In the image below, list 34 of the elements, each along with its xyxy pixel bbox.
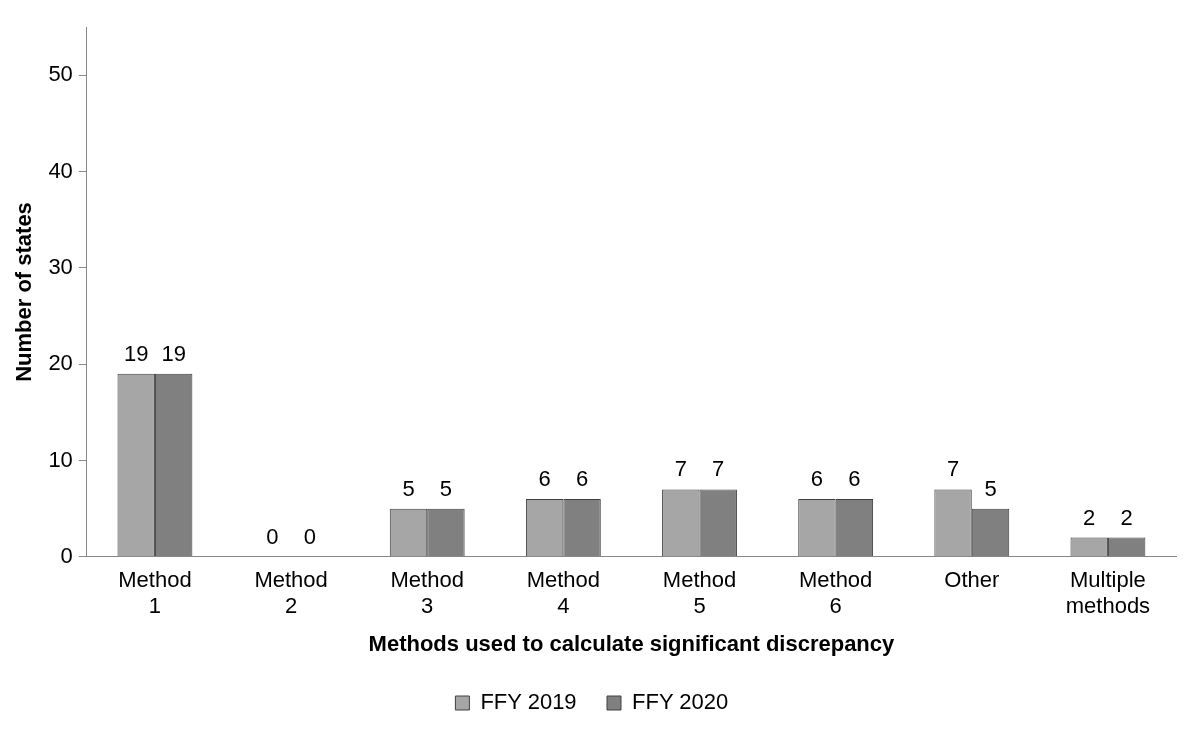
data-label: 6 [575,466,589,492]
x-axis-title: Methods used to calculate significant discrepancy [368,630,896,656]
data-label: 6 [848,466,861,492]
y-tick-label: 20 [48,350,73,376]
data-label: 19 [161,340,186,366]
y-tick-label: 30 [48,253,73,279]
y-tick-label: 10 [48,446,73,472]
y-tick-label: 0 [60,542,73,568]
data-label: 5 [439,475,453,501]
data-label: 6 [810,466,824,492]
x-tick-label: Other [944,567,1000,593]
data-label: 19 [123,340,149,366]
x-tick-label: Multiple methods [1065,567,1151,619]
data-label: 5 [984,475,997,501]
data-label: 0 [303,523,316,549]
x-tick-label: Method 4 [526,567,601,619]
legend-label: FFY 2020 [632,689,729,715]
data-label: 5 [402,475,415,501]
data-label: 2 [1083,504,1096,530]
y-tick-label: 50 [48,61,73,87]
data-label: 7 [674,456,687,482]
data-label: 2 [1120,504,1133,530]
data-label: 0 [266,523,279,549]
legend-label: FFY 2019 [480,689,577,715]
x-tick-label: Method 2 [254,567,328,619]
y-axis-title: Number of states [11,202,37,382]
x-tick-label: Method 1 [118,567,192,619]
data-label: 7 [712,456,725,482]
data-label: 6 [538,466,551,492]
x-tick-label: Method 3 [390,567,464,619]
x-tick-label: Method 5 [662,567,737,619]
y-tick-label: 40 [48,157,73,183]
data-label: 7 [946,456,960,482]
x-tick-label: Method 6 [798,567,873,619]
